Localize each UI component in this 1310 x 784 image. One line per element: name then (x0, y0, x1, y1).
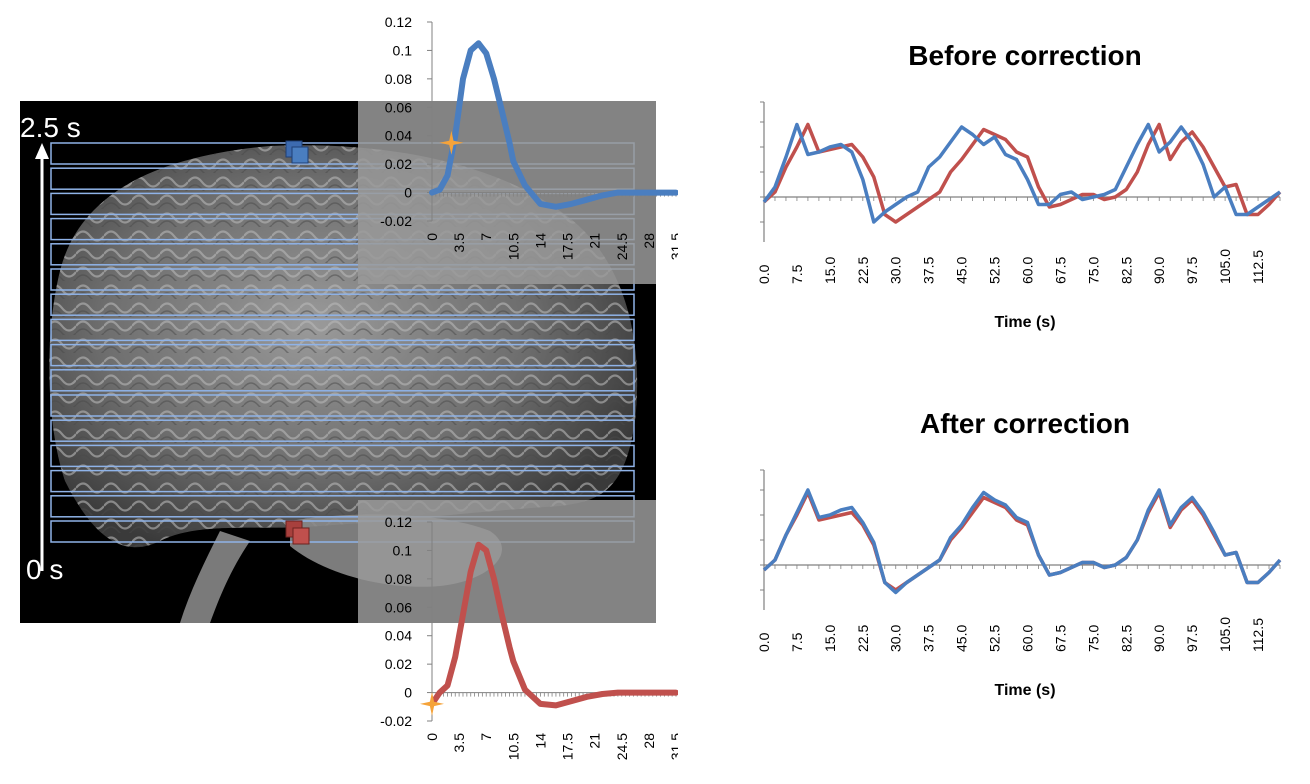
hrf-top-x-tick-label: 7 (478, 233, 494, 241)
before-x-tick-label: 45.0 (954, 257, 970, 284)
hrf-bottom-x-tick-label: 7 (478, 733, 494, 741)
before-x-tick-label: 52.5 (987, 257, 1003, 284)
after-x-tick-label: 75.0 (1085, 625, 1101, 652)
after-x-tick-label: 112.5 (1250, 618, 1266, 652)
slice-box (50, 394, 635, 417)
before-x-tick-label: 0.0 (756, 264, 772, 284)
hrf-bottom-x-tick-label: 31.5 (668, 733, 678, 760)
before-x-tick-label: 30.0 (888, 257, 904, 284)
after-x-tick-label: 97.5 (1184, 625, 1200, 652)
after-x-tick-label: 82.5 (1118, 625, 1134, 652)
hrf-top-x-tick-label: 14 (532, 233, 548, 249)
after-correction-chart: After correction Time (s) 0.0 7.5 15.0 22.5… (756, 408, 1282, 699)
hrf-top-x-tick-label: 28 (641, 233, 657, 249)
slice-box (50, 369, 635, 392)
after-xlabel: Time (s) (994, 682, 1055, 699)
time-arrow-head (35, 143, 49, 159)
before-x-tick-label: 82.5 (1118, 257, 1134, 284)
after-x-tick-label: 52.5 (987, 625, 1003, 652)
hrf-top-x-tick-label: 3.5 (451, 233, 467, 253)
hrf-top-y-tick-label: 0.08 (385, 71, 412, 87)
hrf-top-y-tick-label: 0.12 (385, 14, 412, 30)
red-voxel (285, 520, 310, 545)
hrf-bottom-x-tick-label: 21 (587, 733, 603, 749)
hrf-top-y-tick-label: 0.06 (385, 99, 412, 115)
hrf-bottom-y-tick-label: -0.02 (380, 713, 412, 729)
time-label-top: 2.5 s (20, 112, 81, 143)
before-series-blue (762, 122, 1281, 224)
hrf-top-star-marker (439, 130, 464, 155)
before-x-tick-label: 37.5 (921, 257, 937, 284)
hrf-bottom-y-tick-label: 0.12 (385, 514, 412, 530)
hrf-bottom-y-tick-label: 0.02 (385, 656, 412, 672)
brainstem (180, 531, 250, 623)
hrf-bottom-overlay (358, 500, 656, 623)
hrf-bottom-y-tick-label: 0.1 (393, 542, 413, 558)
hrf-bottom-chart: 0.12 0.1 0.08 0.06 0.04 0.02 0 -0.02 0 3.5 7 10.5 14… (358, 500, 678, 760)
hrf-top-chart: 0.12 0.1 0.08 0.06 0.04 0.02 0 -0.02 0 3.5 7 10.5 14… (358, 14, 678, 284)
hrf-top-x-tick-label: 10.5 (505, 233, 521, 260)
hrf-bottom-x-tick-label: 10.5 (505, 733, 521, 760)
hrf-top-y-tick-label: 0 (404, 185, 412, 201)
after-x-tick-label: 7.5 (789, 632, 805, 652)
hrf-bottom-x-tick-label: 3.5 (451, 733, 467, 753)
hrf-top-y-tick-label: 0.04 (385, 128, 412, 144)
hrf-top-y-tick-label: 0.02 (385, 156, 412, 172)
before-x-tick-label: 22.5 (855, 257, 871, 284)
after-x-tick-label: 37.5 (921, 625, 937, 652)
before-x-tick-label: 90.0 (1151, 257, 1167, 284)
slice-box (50, 469, 635, 493)
hrf-top-y-tick-label: 0.1 (393, 42, 413, 58)
after-series-red (762, 490, 1282, 592)
after-x-tick-label: 90.0 (1151, 625, 1167, 652)
time-label-bottom: 0 s (26, 554, 63, 585)
after-x-tick-label: 0.0 (756, 632, 772, 652)
hrf-bottom-x-tick-label: 0 (424, 733, 440, 741)
before-title: Before correction (908, 40, 1141, 71)
before-x-tick-label: 67.5 (1052, 257, 1068, 284)
after-x-tick-label: 22.5 (855, 625, 871, 652)
slice-box (50, 343, 635, 367)
hrf-bottom-y-tick-label: 0.04 (385, 628, 412, 644)
hrf-bottom-x-tick-label: 17.5 (560, 733, 576, 760)
after-x-tick-label: 67.5 (1052, 625, 1068, 652)
hrf-bottom-star-marker (420, 691, 444, 716)
slice-box (50, 444, 635, 468)
blue-voxel (285, 140, 309, 164)
before-x-tick-label: 7.5 (789, 264, 805, 284)
after-x-tick-label: 15.0 (822, 625, 838, 652)
hrf-bottom-y-tick-label: 0.08 (385, 571, 412, 587)
hrf-top-x-tick-label: 31.5 (668, 233, 678, 260)
slice-box (50, 419, 635, 442)
hrf-top-x-tick-label: 0 (424, 233, 440, 241)
before-x-tick-label: 60.0 (1019, 257, 1035, 284)
after-x-tick-label: 30.0 (888, 625, 904, 652)
before-x-tick-label: 112.5 (1250, 250, 1266, 284)
slice-box (50, 318, 635, 342)
hrf-bottom-x-tick-label: 14 (532, 733, 548, 749)
hrf-top-hrf-line (429, 40, 678, 210)
before-x-tick-label: 15.0 (822, 257, 838, 284)
hrf-top-x-tick-label: 17.5 (560, 233, 576, 260)
after-x-tick-label: 105.0 (1217, 617, 1233, 652)
after-x-tick-label: 60.0 (1019, 625, 1035, 652)
hrf-bottom-x-tick-label: 28 (641, 733, 657, 749)
after-x-tick-label: 45.0 (954, 625, 970, 652)
after-title: After correction (920, 408, 1130, 439)
hrf-top-x-tick-label: 21 (587, 233, 603, 249)
before-series-red (762, 122, 1282, 224)
hrf-bottom-y-tick-label: 0 (404, 685, 412, 701)
hrf-top-x-tick-label: 24.5 (614, 233, 630, 260)
before-x-tick-label: 105.0 (1217, 249, 1233, 284)
after-series-blue (762, 488, 1282, 595)
before-xlabel: Time (s) (994, 314, 1055, 331)
hrf-bottom-x-tick-label: 24.5 (614, 733, 630, 760)
before-x-tick-label: 75.0 (1085, 257, 1101, 284)
before-correction-chart: Before correction Time (s) 0.0 7.5 15.0 22.… (756, 40, 1282, 331)
before-x-tick-label: 97.5 (1184, 257, 1200, 284)
hrf-bottom-y-tick-label: 0.06 (385, 599, 412, 615)
hrf-top-y-tick-label: -0.02 (380, 213, 412, 229)
slice-box (50, 293, 635, 316)
hrf-bottom-hrf-line (429, 541, 678, 709)
